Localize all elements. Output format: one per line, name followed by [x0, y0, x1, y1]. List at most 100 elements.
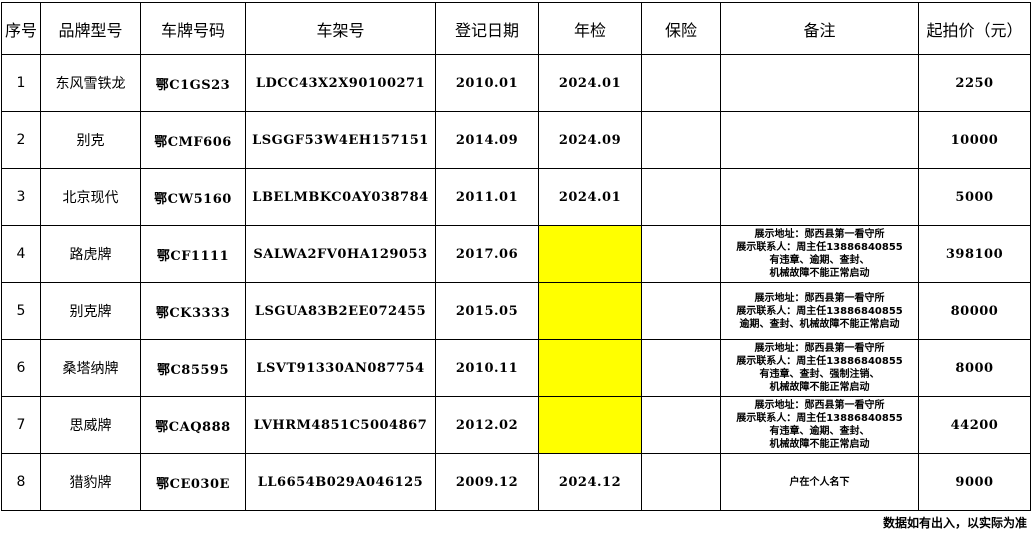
cell-plate: 鄂CW5160: [140, 168, 246, 226]
note-line: 展示地址：郧西县第一看守所: [754, 343, 885, 354]
cell-plate: 鄂C1GS23: [140, 54, 246, 112]
column-header: 起拍价（元）: [918, 2, 1031, 55]
cell-plate: 鄂CK3333: [140, 282, 246, 340]
footer-note: 数据如有出入，以实际为准: [882, 516, 1027, 530]
cell-vin: SALWA2FV0HA129053: [245, 225, 436, 283]
cell-reg: 2014.09: [435, 111, 539, 169]
column-header: 保险: [641, 2, 721, 55]
cell-brand: 思威牌: [40, 396, 141, 454]
cell-vin: LL6654B029A046125: [245, 453, 436, 511]
column-header: 品牌型号: [40, 2, 141, 55]
cell-no: 8: [1, 453, 41, 511]
column-header: 备注: [720, 2, 919, 55]
note-line: 有违章、逾期、查封、: [769, 426, 870, 437]
note-line: 展示联系人：周主任13886840855: [736, 305, 903, 317]
cell-plate: 鄂CMF606: [140, 111, 246, 169]
cell-vin: LSVT91330AN087754: [245, 339, 436, 397]
cell-inspect: 2024.01: [538, 168, 642, 226]
cell-note: 展示地址：郧西县第一看守所 展示联系人：周主任13886840855 逾期、查封、机…: [720, 282, 919, 340]
cell-insure: [641, 396, 721, 454]
cell-vin: LDCC43X2X90100271: [245, 54, 436, 112]
cell-inspect: 2024.01: [538, 54, 642, 112]
cell-reg: 2012.02: [435, 396, 539, 454]
table-row: 7 思威牌 鄂CAQ888 LVHRM4851C5004867 2012.02 展示地址：…: [1, 396, 1031, 454]
note-line: 展示联系人：周主任13886840855: [736, 242, 903, 253]
cell-insure: [641, 168, 721, 226]
column-header: 车牌号码: [140, 2, 246, 55]
cell-brand: 路虎牌: [40, 225, 141, 283]
cell-no: 3: [1, 168, 41, 226]
cell-vin: LVHRM4851C5004867: [245, 396, 436, 454]
cell-insure: [641, 339, 721, 397]
note-line: 展示联系人：周主任13886840855: [736, 356, 903, 367]
table-row: 1 东风雪铁龙 鄂C1GS23 LDCC43X2X90100271 2010.01 202…: [1, 54, 1031, 112]
table-row: 8 猎豹牌 鄂CE030E LL6654B029A046125 2009.12 2024.…: [1, 453, 1031, 511]
note-line: 展示地址：郧西县第一看守所: [754, 292, 885, 304]
vehicle-auction-table: 序号 品牌型号 车牌号码 车架号 登记日期 年检 保险 备注 起拍价（元） 1 东风雪铁龙 鄂C1G…: [1, 2, 1031, 511]
note-line: 展示地址：郧西县第一看守所: [754, 229, 885, 240]
cell-note: 展示地址：郧西县第一看守所 展示联系人：周主任13886840855 有违章、逾期、…: [720, 396, 919, 454]
note-line: 展示联系人：周主任13886840855: [736, 413, 903, 424]
cell-note: [720, 168, 919, 226]
cell-brand: 桑塔纳牌: [40, 339, 141, 397]
cell-vin: LBELMBKC0AY038784: [245, 168, 436, 226]
table-row: 5 别克牌 鄂CK3333 LSGUA83B2EE072455 2015.05 展示地址：…: [1, 282, 1031, 340]
note-line: 机械故障不能正常启动: [769, 382, 870, 393]
cell-inspect: [538, 225, 642, 283]
cell-no: 7: [1, 396, 41, 454]
cell-no: 6: [1, 339, 41, 397]
cell-price: 398100: [918, 225, 1031, 283]
cell-insure: [641, 54, 721, 112]
cell-reg: 2011.01: [435, 168, 539, 226]
cell-inspect: [538, 396, 642, 454]
cell-no: 4: [1, 225, 41, 283]
cell-inspect: 2024.09: [538, 111, 642, 169]
column-header: 车架号: [245, 2, 436, 55]
cell-brand: 别克牌: [40, 282, 141, 340]
table-row: 3 北京现代 鄂CW5160 LBELMBKC0AY038784 2011.01 2024…: [1, 168, 1031, 226]
cell-insure: [641, 282, 721, 340]
cell-plate: 鄂CAQ888: [140, 396, 246, 454]
cell-price: 8000: [918, 339, 1031, 397]
cell-insure: [641, 225, 721, 283]
cell-inspect: [538, 339, 642, 397]
cell-note: 户在个人名下: [720, 453, 919, 511]
column-header: 登记日期: [435, 2, 539, 55]
table-row: 2 别克 鄂CMF606 LSGGF53W4EH157151 2014.09 2024.0…: [1, 111, 1031, 169]
cell-reg: 2009.12: [435, 453, 539, 511]
column-header: 年检: [538, 2, 642, 55]
column-header: 序号: [1, 2, 41, 55]
note-line: 有违章、逾期、查封、: [769, 255, 870, 266]
header-row: 序号 品牌型号 车牌号码 车架号 登记日期 年检 保险 备注 起拍价（元）: [1, 2, 1031, 55]
note-line: 户在个人名下: [789, 476, 850, 488]
cell-no: 2: [1, 111, 41, 169]
cell-insure: [641, 453, 721, 511]
cell-reg: 2010.11: [435, 339, 539, 397]
cell-inspect: [538, 282, 642, 340]
cell-plate: 鄂CE030E: [140, 453, 246, 511]
cell-price: 80000: [918, 282, 1031, 340]
cell-price: 2250: [918, 54, 1031, 112]
cell-price: 5000: [918, 168, 1031, 226]
cell-reg: 2017.06: [435, 225, 539, 283]
cell-vin: LSGGF53W4EH157151: [245, 111, 436, 169]
cell-plate: 鄂CF1111: [140, 225, 246, 283]
note-line: 逾期、查封、机械故障不能正常启动: [739, 318, 900, 330]
cell-price: 9000: [918, 453, 1031, 511]
cell-reg: 2015.05: [435, 282, 539, 340]
cell-brand: 北京现代: [40, 168, 141, 226]
cell-inspect: 2024.12: [538, 453, 642, 511]
cell-brand: 东风雪铁龙: [40, 54, 141, 112]
table-row: 4 路虎牌 鄂CF1111 SALWA2FV0HA129053 2017.06 展示地址：…: [1, 225, 1031, 283]
cell-price: 10000: [918, 111, 1031, 169]
cell-note: 展示地址：郧西县第一看守所展示联系人：周主任13886840855 有违章、逾期、…: [720, 225, 919, 283]
note-line: 机械故障不能正常启动: [769, 439, 870, 450]
cell-reg: 2010.01: [435, 54, 539, 112]
cell-insure: [641, 111, 721, 169]
cell-brand: 别克: [40, 111, 141, 169]
cell-no: 1: [1, 54, 41, 112]
cell-note: [720, 54, 919, 112]
cell-plate: 鄂C85595: [140, 339, 246, 397]
cell-brand: 猎豹牌: [40, 453, 141, 511]
cell-price: 44200: [918, 396, 1031, 454]
